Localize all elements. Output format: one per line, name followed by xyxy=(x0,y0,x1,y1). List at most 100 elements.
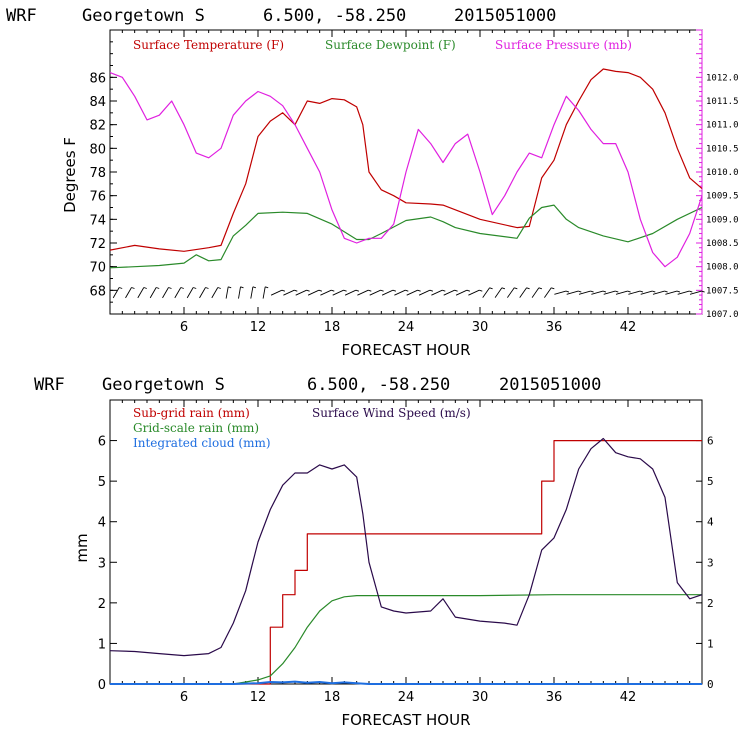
bottom-series-subgrid xyxy=(110,440,702,685)
bottom-x-axis-label: FORECAST HOUR xyxy=(341,711,470,729)
wind-barb xyxy=(270,289,283,296)
top-y-tick-label: 82 xyxy=(89,119,106,134)
top-y2-tick-label: 1007.5 xyxy=(706,286,739,296)
wind-barb-flag xyxy=(119,287,123,289)
top-header-coords: 6.500, -58.250 xyxy=(263,6,406,26)
wind-barb-flag xyxy=(228,286,232,289)
wind-barb xyxy=(381,289,394,296)
wind-barb-flag xyxy=(676,290,681,293)
wind-barb xyxy=(162,287,169,299)
top-y2-tick-label: 1009.0 xyxy=(706,215,739,225)
wind-barb xyxy=(369,289,381,296)
wind-barb-flag xyxy=(602,290,607,293)
wind-barb-flag xyxy=(281,289,286,292)
wind-barb xyxy=(544,287,552,298)
bottom-y2-tick-label: 0 xyxy=(707,678,714,691)
wind-barb xyxy=(307,289,320,296)
wind-barb-flag xyxy=(454,289,458,292)
bottom-x-tick-label: 24 xyxy=(398,690,415,705)
top-panel: WRF Georgetown S 6.500, -58.250 20150510… xyxy=(6,6,739,359)
wind-barb-flag xyxy=(405,289,409,292)
bottom-y2-tick-label: 1 xyxy=(707,637,714,650)
wind-barb-flag xyxy=(627,290,631,293)
wind-barb xyxy=(125,287,132,299)
top-y-tick-label: 74 xyxy=(89,213,106,228)
wind-barb-flag xyxy=(217,287,221,289)
wind-barb xyxy=(482,287,490,298)
wind-barb xyxy=(320,289,332,296)
bottom-header-run: 2015051000 xyxy=(499,375,601,395)
top-header-location: Georgetown S xyxy=(82,6,205,26)
bottom-header-coords: 6.500, -58.250 xyxy=(307,375,450,395)
bottom-legend-gridscale: Grid-scale rain (mm) xyxy=(133,421,259,435)
wind-barb xyxy=(431,289,443,296)
top-y2-tick-label: 1008.5 xyxy=(706,239,739,249)
bottom-y-tick-label: 1 xyxy=(98,637,106,652)
top-x-tick-label: 24 xyxy=(398,320,415,335)
wind-barb-flag xyxy=(689,290,693,293)
bottom-y-tick-label: 5 xyxy=(98,475,106,490)
wind-barb-flag xyxy=(429,289,434,292)
wind-barb-flag xyxy=(639,290,644,293)
bottom-header-location: Georgetown S xyxy=(102,375,225,395)
top-x-tick-label: 30 xyxy=(472,320,489,335)
top-legend-temperature: Surface Temperature (F) xyxy=(133,38,284,52)
wind-barb-flag xyxy=(701,290,705,293)
wind-barb-flag xyxy=(489,287,493,290)
wind-barb xyxy=(603,290,616,295)
wind-barb xyxy=(174,287,182,299)
wind-barb xyxy=(640,290,653,295)
wind-barb xyxy=(137,287,145,299)
wind-barb-flag xyxy=(131,287,135,289)
wind-barb-flag xyxy=(652,290,656,293)
wind-barb-flag xyxy=(479,289,483,292)
top-y2-tick-label: 1008.0 xyxy=(706,263,739,273)
bottom-y2-tick-label: 2 xyxy=(707,597,714,610)
wind-barb-flag xyxy=(664,290,668,293)
wind-barb xyxy=(186,287,194,299)
wind-barb xyxy=(468,289,480,296)
wind-barb xyxy=(455,289,468,296)
bottom-series-gridscale xyxy=(110,594,702,685)
wind-barb-flag xyxy=(590,290,594,293)
top-series-dewpoint xyxy=(109,204,703,269)
wind-barb-flag xyxy=(318,289,323,292)
wind-barb-flag xyxy=(392,289,397,292)
top-y2-tick-label: 1009.5 xyxy=(706,192,739,202)
wind-barb xyxy=(665,290,678,295)
wind-barb-flag xyxy=(205,287,209,289)
bottom-x-tick-label: 18 xyxy=(324,690,341,705)
top-series-pressure xyxy=(109,72,703,268)
wind-barb-flag xyxy=(240,286,244,289)
wind-barb-flag xyxy=(578,290,582,293)
top-y-tick-label: 68 xyxy=(89,284,106,299)
top-x-tick-label: 42 xyxy=(620,320,637,335)
wind-barb-flag xyxy=(442,289,446,292)
top-y2-tick-label: 1012.0 xyxy=(706,73,739,83)
wind-barb xyxy=(578,290,591,295)
wind-barb xyxy=(394,289,406,296)
bottom-x-tick-label: 6 xyxy=(180,690,188,705)
wind-barb xyxy=(332,289,344,296)
wind-barb-flag xyxy=(417,289,421,292)
top-y2-tick-label: 1010.0 xyxy=(706,168,739,178)
bottom-legend-subgrid: Sub-grid rain (mm) xyxy=(133,406,250,420)
wind-barb-flag xyxy=(538,287,543,290)
top-header-model: WRF xyxy=(6,6,37,26)
bottom-x-tick-label: 30 xyxy=(472,690,489,705)
wind-barb xyxy=(357,289,369,296)
bottom-series-cloud xyxy=(110,680,702,685)
top-y-tick-label: 78 xyxy=(89,166,106,181)
wind-barb xyxy=(199,287,206,299)
top-x-tick-label: 12 xyxy=(250,320,267,335)
wind-barb xyxy=(566,290,579,295)
bottom-y-tick-label: 2 xyxy=(98,597,106,612)
wind-barb-flag xyxy=(306,289,310,292)
wind-barb xyxy=(494,287,503,298)
bottom-y-tick-label: 4 xyxy=(98,516,106,531)
bottom-panel: WRF Georgetown S 6.500, -58.250 20150510… xyxy=(34,375,714,729)
wind-barb xyxy=(689,290,702,295)
bottom-header-model: WRF xyxy=(34,375,65,395)
wind-barb xyxy=(262,286,266,299)
